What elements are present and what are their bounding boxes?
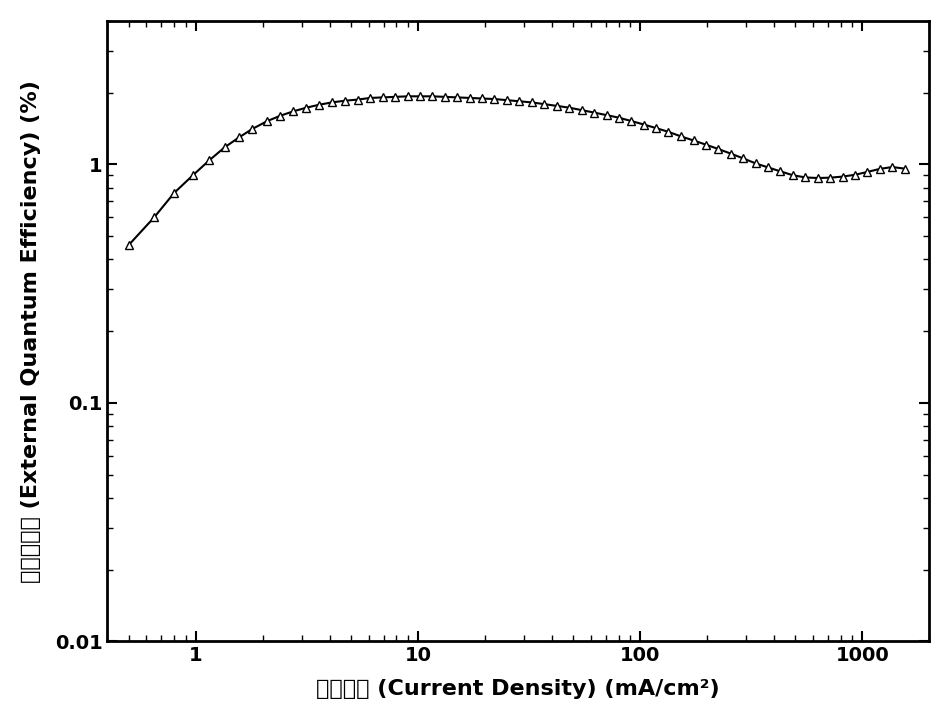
X-axis label: 电流密度 (Current Density) (mA/cm²): 电流密度 (Current Density) (mA/cm²) xyxy=(316,679,720,699)
Y-axis label: 外量子效率 (External Quantum Efficiency) (%): 外量子效率 (External Quantum Efficiency) (%) xyxy=(21,80,41,582)
